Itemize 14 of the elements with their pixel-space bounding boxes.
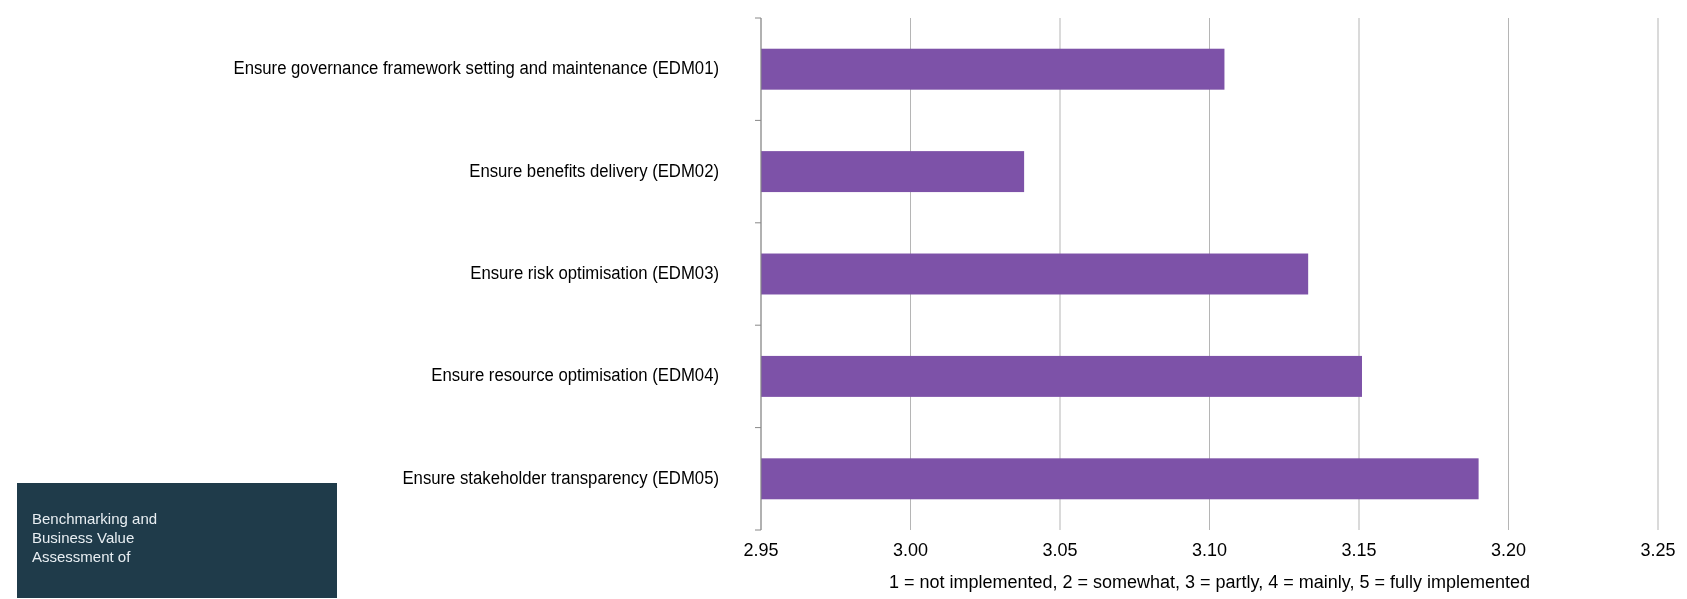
x-tick-label: 3.15 <box>1341 540 1377 560</box>
x-axis-title: 1 = not implemented, 2 = somewhat, 3 = partly, 4 = mainly, 5 = fully implemented <box>888 572 1531 592</box>
x-tick-label: 2.95 <box>743 540 779 560</box>
x-tick-label: 3.25 <box>1640 540 1676 560</box>
x-tick-label: 3.10 <box>1191 540 1228 560</box>
y-tick-label: Ensure benefits delivery (EDM02) <box>469 159 719 181</box>
y-tick-label: Ensure governance framework setting and maintenance (EDM01) <box>233 57 719 79</box>
y-tick-label: Ensure resource optimisation (EDM04) <box>431 364 719 386</box>
x-tick-label: 3.00 <box>892 540 929 560</box>
x-tick-label: 3.20 <box>1490 540 1527 560</box>
y-tick-label: Ensure risk optimisation (EDM03) <box>470 262 719 284</box>
text: Benchmarking and Business Value Assessment of <box>32 510 158 565</box>
y-tick-label: Ensure stakeholder transparency (EDM05) <box>402 466 719 489</box>
x-tick-label: 3.05 <box>1042 540 1078 560</box>
